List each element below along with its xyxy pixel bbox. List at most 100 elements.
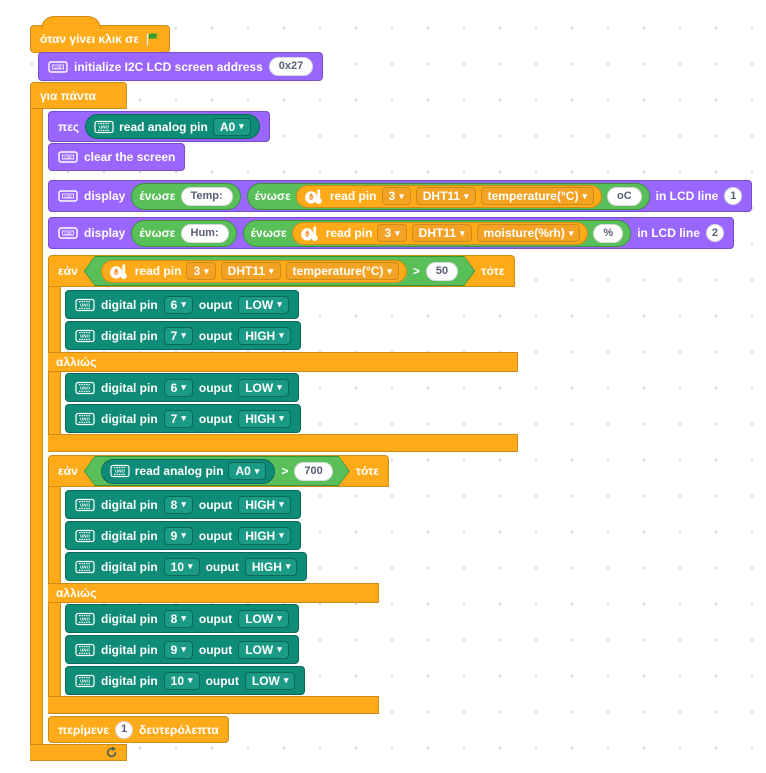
output-level-dropdown[interactable]: HIGH ▾	[244, 557, 298, 576]
output-level-dropdown[interactable]: LOW ▾	[238, 378, 289, 397]
digital-pin-label: digital pin	[101, 497, 158, 512]
join-block[interactable]: ένωσε read pin 3 ▾ DHT11 ▾ moisture(%rh)…	[242, 219, 632, 247]
wait-seconds-input[interactable]: 1	[115, 720, 134, 739]
initialize-lcd-label: initialize I2C LCD screen address	[74, 59, 263, 74]
digital-pin-block[interactable]: digital pin 8 ▾ ouput HIGH ▾	[65, 490, 301, 519]
output-level-dropdown[interactable]: LOW ▾	[238, 295, 289, 314]
output-level-dropdown[interactable]: HIGH ▾	[238, 409, 291, 428]
pin-dropdown[interactable]: 7 ▾	[163, 409, 193, 428]
pin-dropdown[interactable]: 6 ▾	[163, 378, 193, 397]
output-label: ouput	[198, 297, 233, 312]
digital-pin-block[interactable]: digital pin 6 ▾ ouput LOW ▾	[65, 373, 299, 402]
display-label: display	[84, 189, 126, 203]
pin-dropdown[interactable]: 3 ▾	[381, 187, 411, 205]
uno-board-icon	[75, 328, 95, 344]
output-level-dropdown[interactable]: LOW ▾	[244, 671, 296, 690]
sensor-dropdown[interactable]: DHT11 ▾	[221, 262, 281, 280]
sensor-dropdown[interactable]: DHT11 ▾	[415, 187, 476, 205]
digital-pin-block[interactable]: digital pin 7 ▾ ouput HIGH ▾	[65, 321, 301, 350]
pin-dropdown[interactable]: 6 ▾	[163, 295, 193, 314]
digital-pin-label: digital pin	[101, 411, 158, 426]
chevron-down-icon: ▾	[269, 265, 274, 276]
lcd-line-input[interactable]: 1	[724, 187, 743, 205]
threshold-input[interactable]: 50	[426, 262, 458, 281]
output-level-dropdown[interactable]: LOW ▾	[238, 640, 289, 659]
say-label: πες	[58, 119, 80, 134]
output-level-dropdown[interactable]: HIGH ▾	[238, 326, 291, 345]
say-block[interactable]: πες read analog pin A0 ▾	[48, 111, 270, 142]
chevron-down-icon: ▾	[279, 330, 284, 340]
digital-pin-block[interactable]: digital pin 10 ▾ ouput LOW ▾	[65, 666, 306, 695]
metric-dropdown[interactable]: moisture(%rh) ▾	[476, 224, 581, 242]
read-analog-reporter[interactable]: read analog pin A0 ▾	[101, 459, 276, 484]
metric-dropdown[interactable]: temperature(°C) ▾	[286, 262, 399, 280]
pin-dropdown[interactable]: 9 ▾	[163, 526, 193, 545]
text-input[interactable]: Hum:	[180, 223, 229, 243]
if-else-block-header[interactable]: εάν read analog pin A0 ▾ > 700 τότε	[48, 455, 390, 487]
digital-pin-block[interactable]: digital pin 6 ▾ ouput LOW ▾	[65, 290, 299, 319]
unit-input[interactable]: oC	[606, 186, 642, 206]
join-label: ένωσε	[254, 189, 291, 203]
chevron-down-icon: ▾	[181, 613, 186, 623]
unit-input[interactable]: %	[593, 223, 624, 243]
clear-screen-block[interactable]: clear the screen	[48, 143, 186, 171]
dropdown-value: 8	[170, 611, 178, 626]
output-level-dropdown[interactable]: HIGH ▾	[238, 495, 291, 514]
pin-dropdown[interactable]: 9 ▾	[163, 640, 193, 659]
dht-read-reporter[interactable]: read pin 3 ▾ DHT11 ▾ temperature(°C) ▾	[101, 260, 407, 283]
if-else-block-header[interactable]: εάν read pin 3 ▾ DHT11 ▾ temperature(°C)…	[48, 255, 515, 287]
pin-dropdown[interactable]: 8 ▾	[163, 495, 193, 514]
join-block[interactable]: ένωσε Hum:	[131, 219, 237, 247]
metric-dropdown[interactable]: temperature(°C) ▾	[480, 187, 594, 205]
analog-pin-dropdown[interactable]: A0 ▾	[212, 117, 251, 136]
text-input[interactable]: Temp:	[180, 186, 233, 206]
digital-pin-block[interactable]: digital pin 10 ▾ ouput HIGH ▾	[65, 552, 308, 581]
output-level-dropdown[interactable]: HIGH ▾	[238, 526, 291, 545]
pin-dropdown[interactable]: 8 ▾	[163, 609, 193, 628]
pin-dropdown[interactable]: 7 ▾	[163, 326, 193, 345]
analog-pin-dropdown[interactable]: A0 ▾	[228, 462, 266, 480]
digital-pin-block[interactable]: digital pin 9 ▾ ouput LOW ▾	[65, 635, 299, 664]
sensor-dropdown[interactable]: DHT11 ▾	[411, 224, 472, 242]
dropdown-value: LOW	[245, 297, 274, 312]
chevron-down-icon: ▾	[181, 530, 186, 540]
dht-read-reporter[interactable]: read pin 3 ▾ DHT11 ▾ temperature(°C) ▾	[295, 184, 602, 208]
greater-than-operator[interactable]: read pin 3 ▾ DHT11 ▾ temperature(°C) ▾ >…	[84, 256, 475, 286]
output-level-dropdown[interactable]: LOW ▾	[238, 609, 289, 628]
join-block[interactable]: ένωσε Temp:	[131, 182, 241, 210]
digital-pin-block[interactable]: digital pin 8 ▾ ouput LOW ▾	[65, 604, 299, 633]
dropdown-value: moisture(%rh)	[483, 226, 565, 240]
digital-pin-block[interactable]: digital pin 7 ▾ ouput HIGH ▾	[65, 404, 301, 433]
wait-seconds-block[interactable]: περίμενε 1 δευτερόλεπτα	[48, 716, 229, 743]
output-label: ouput	[205, 673, 239, 688]
chevron-down-icon: ▾	[239, 121, 244, 131]
pin-dropdown[interactable]: 3 ▾	[186, 262, 215, 280]
read-pin-label: read pin	[134, 264, 182, 278]
lcd-line-input[interactable]: 2	[705, 224, 724, 242]
when-flag-clicked-block[interactable]: όταν γίνει κλικ σε	[30, 16, 171, 53]
chevron-down-icon: ▾	[460, 227, 465, 238]
else-label: αλλιώς	[56, 355, 97, 369]
threshold-input[interactable]: 700	[294, 462, 332, 481]
read-analog-reporter[interactable]: read analog pin A0 ▾	[85, 114, 260, 139]
lcd-address-input[interactable]: 0x27	[268, 57, 314, 76]
output-label: ouput	[198, 528, 233, 543]
lcd-display-block[interactable]: display ένωσε Hum: ένωσε read pin 3 ▾ DH…	[48, 217, 734, 249]
dht-read-reporter[interactable]: read pin 3 ▾ DHT11 ▾ moisture(%rh) ▾	[291, 221, 589, 245]
chevron-down-icon: ▾	[254, 465, 260, 476]
read-pin-label: read pin	[325, 226, 373, 240]
output-label: ouput	[198, 611, 233, 626]
digital-pin-block[interactable]: digital pin 9 ▾ ouput HIGH ▾	[65, 521, 301, 550]
pin-dropdown[interactable]: 10 ▾	[163, 671, 200, 690]
greater-than-operator[interactable]: read analog pin A0 ▾ > 700	[84, 456, 350, 486]
in-lcd-line-label: in LCD line	[655, 189, 719, 203]
forever-block-header[interactable]: για πάντα	[30, 82, 127, 109]
uno-board-icon	[75, 673, 95, 689]
join-block[interactable]: ένωσε read pin 3 ▾ DHT11 ▾ temperature(°…	[246, 182, 650, 210]
uno-board-icon	[75, 297, 95, 313]
pin-dropdown[interactable]: 3 ▾	[377, 224, 407, 242]
pin-dropdown[interactable]: 10 ▾	[163, 557, 200, 576]
lcd-display-block[interactable]: display ένωσε Temp: ένωσε read pin 3 ▾ D…	[48, 180, 753, 212]
initialize-lcd-block[interactable]: initialize I2C LCD screen address 0x27	[38, 52, 324, 81]
